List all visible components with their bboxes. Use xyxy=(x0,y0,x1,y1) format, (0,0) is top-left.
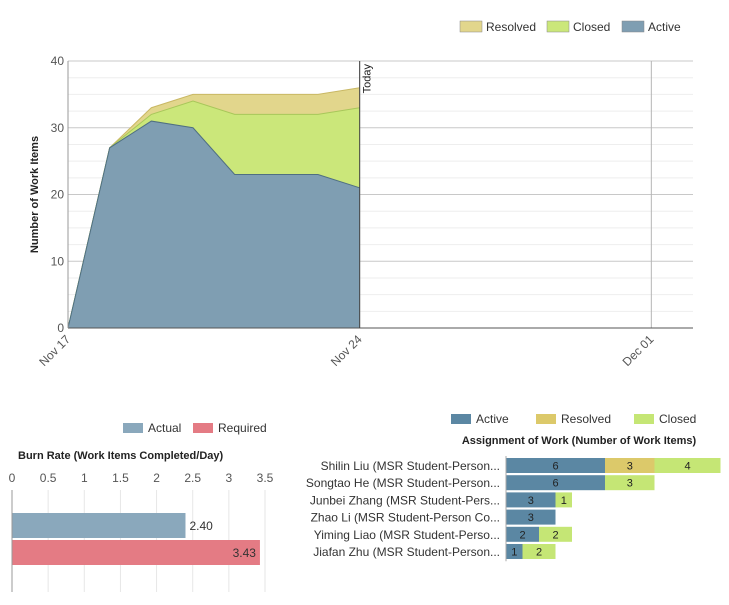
assignment-bar-active xyxy=(506,526,539,542)
assignment-bar-value: 2 xyxy=(519,529,525,541)
burn-bar-actual xyxy=(12,513,186,538)
legend-swatch-closed xyxy=(546,20,570,33)
burn-bar-required xyxy=(12,540,260,565)
y-tick-label: 40 xyxy=(51,54,65,68)
legend-label-closed: Closed xyxy=(659,412,696,426)
burn-x-tick-label: 2 xyxy=(153,471,160,485)
assignment-bar-closed xyxy=(539,526,572,542)
burn-x-tick-label: 0 xyxy=(9,471,16,485)
assignment-bar-value: 1 xyxy=(561,495,567,507)
burn-x-tick-label: 2.5 xyxy=(184,471,201,485)
burn-x-tick-label: 3 xyxy=(226,471,233,485)
assignee-label: Jiafan Zhu (MSR Student-Person... xyxy=(313,545,500,559)
burn-bar-label-actual: 2.40 xyxy=(189,519,213,533)
assignment-bar-value: 4 xyxy=(684,461,690,473)
burn-x-tick-label: 1 xyxy=(81,471,88,485)
legend-swatch-resolved xyxy=(536,414,556,424)
legend-label-resolved: Resolved xyxy=(486,20,536,34)
area-resolved xyxy=(68,87,360,328)
assignment-bar-closed xyxy=(522,544,556,559)
y-tick-label: 0 xyxy=(57,321,64,335)
assignment-bar-value: 3 xyxy=(528,495,534,507)
assignment-bar-value: 3 xyxy=(627,478,633,490)
burn-bar-label-required: 3.43 xyxy=(233,546,257,560)
legend-swatch-actual xyxy=(123,423,143,433)
assignment-bar-value: 6 xyxy=(552,478,558,490)
assignee-label: Shilin Liu (MSR Student-Person... xyxy=(321,459,500,473)
assignment-bar-closed xyxy=(654,458,721,473)
area-closed xyxy=(68,101,360,328)
burn-x-tick-label: 1.5 xyxy=(112,471,129,485)
assignment-bar-closed xyxy=(555,492,572,508)
legend-label-required: Required xyxy=(218,421,267,435)
burn-rate-title: Burn Rate (Work Items Completed/Day) xyxy=(18,450,224,462)
y-tick-label: 30 xyxy=(51,121,65,135)
assignment-bar-active xyxy=(506,475,605,491)
series-line-active xyxy=(67,120,360,329)
assignee-label: Zhao Li (MSR Student-Person Co... xyxy=(311,511,500,525)
assignment-title: Assignment of Work (Number of Work Items… xyxy=(462,435,697,447)
series-line-resolved xyxy=(67,87,360,329)
assignment-bar-active xyxy=(506,458,605,473)
series-line-closed xyxy=(67,100,360,329)
assignment-bar-value: 3 xyxy=(528,512,534,524)
legend-label-closed: Closed xyxy=(573,20,610,34)
legend-label-active: Active xyxy=(648,20,681,34)
assignee-label: Junbei Zhang (MSR Student-Pers... xyxy=(310,493,500,507)
legend-label-resolved: Resolved xyxy=(561,412,611,426)
burn-x-tick-label: 3.5 xyxy=(257,471,274,485)
assignee-label: Songtao He (MSR Student-Person... xyxy=(306,476,500,490)
legend-label-actual: Actual xyxy=(148,421,181,435)
legend-swatch-closed xyxy=(634,414,654,424)
assignment-bar-active xyxy=(506,509,556,525)
assignment-bar-value: 6 xyxy=(552,461,558,473)
assignment-bar-value: 2 xyxy=(536,547,542,559)
burn-x-tick-label: 0.5 xyxy=(40,471,57,485)
y-tick-label: 20 xyxy=(51,188,65,202)
assignment-bar-active xyxy=(506,492,556,508)
assignment-bar-value: 1 xyxy=(511,547,517,559)
today-label: Today xyxy=(362,64,374,94)
assignment-bar-closed xyxy=(605,475,655,491)
area-active xyxy=(68,121,360,328)
legend-swatch-resolved xyxy=(459,20,483,33)
assignment-bar-resolved xyxy=(605,458,655,473)
legend-swatch-required xyxy=(193,423,213,433)
legend-swatch-active xyxy=(621,20,645,33)
assignee-label: Yiming Liao (MSR Student-Perso... xyxy=(314,528,500,542)
assignment-bar-active xyxy=(506,544,523,559)
y-tick-label: 10 xyxy=(51,254,65,268)
assignment-bar-value: 3 xyxy=(627,461,633,473)
assignment-bar-value: 2 xyxy=(552,529,558,541)
legend-swatch-active xyxy=(451,414,471,424)
legend-label-active: Active xyxy=(476,412,509,426)
y-axis-title: Number of Work Items xyxy=(29,136,41,253)
